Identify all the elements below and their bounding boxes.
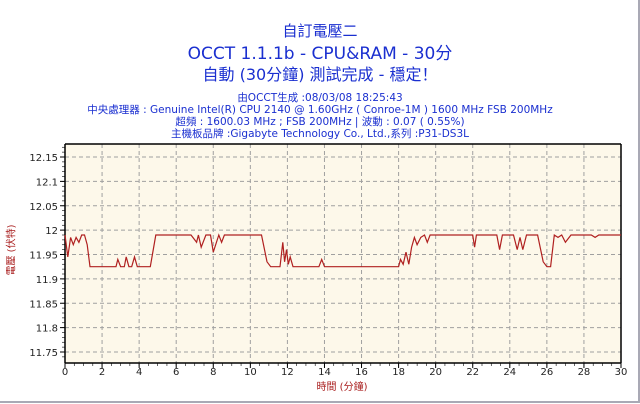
svg-text:4: 4: [136, 367, 142, 378]
svg-text:11.9: 11.9: [36, 275, 58, 286]
voltage-series-line: [64, 233, 621, 268]
x-axis-label: 時間 (分鐘): [316, 382, 368, 393]
svg-text:28: 28: [578, 367, 591, 378]
svg-text:11.8: 11.8: [36, 324, 58, 335]
svg-text:11.95: 11.95: [29, 251, 58, 262]
test-status: 自動 (30分鐘) 測試完成 - 穩定！: [202, 65, 438, 84]
clock-info: 超頻 : 1600.03 MHz ; FSB 200MHz | 波動 : 0.0…: [175, 116, 465, 128]
generated-info: 由OCCT生成 :08/03/08 18:25:43: [237, 92, 403, 104]
svg-text:16: 16: [355, 367, 368, 378]
y-axis-label: 電壓 (伏特): [6, 224, 18, 276]
y-axis-ticks: 11.75 11.8 11.85 11.9 11.95 12 12.05 12.1 12.15: [29, 146, 65, 359]
svg-text:11.85: 11.85: [29, 299, 58, 310]
svg-text:26: 26: [540, 367, 553, 378]
grid-lines: [65, 144, 621, 363]
svg-text:30: 30: [615, 367, 628, 378]
svg-text:10: 10: [244, 367, 257, 378]
chart-title: 自訂電壓二: [282, 22, 358, 40]
cpu-info: 中央處理器 : Genuine Intel(R) CPU 2140 @ 1.60…: [87, 104, 553, 116]
svg-text:12: 12: [281, 367, 294, 378]
svg-text:12.1: 12.1: [36, 177, 58, 188]
svg-text:12: 12: [45, 226, 58, 237]
svg-text:0: 0: [62, 367, 68, 378]
board-info: 主機板品牌 :Gigabyte Technology Co., Ltd.,系列 …: [170, 128, 469, 140]
plot-area: [65, 144, 621, 363]
svg-text:18: 18: [392, 367, 405, 378]
chart-subtitle: OCCT 1.1.1b - CPU&RAM - 30分: [187, 44, 453, 64]
svg-text:2: 2: [99, 367, 105, 378]
svg-text:12.15: 12.15: [29, 153, 58, 164]
svg-text:11.75: 11.75: [29, 348, 58, 359]
x-axis-ticks: 0 2 4 6 8 10 12 14 16 18 20 22 24 26 28 30: [62, 363, 628, 378]
svg-text:20: 20: [429, 367, 442, 378]
svg-text:22: 22: [466, 367, 479, 378]
svg-text:12.05: 12.05: [29, 202, 58, 213]
svg-text:8: 8: [210, 367, 216, 378]
svg-text:14: 14: [318, 367, 331, 378]
svg-text:24: 24: [503, 367, 516, 378]
svg-text:6: 6: [173, 367, 179, 378]
